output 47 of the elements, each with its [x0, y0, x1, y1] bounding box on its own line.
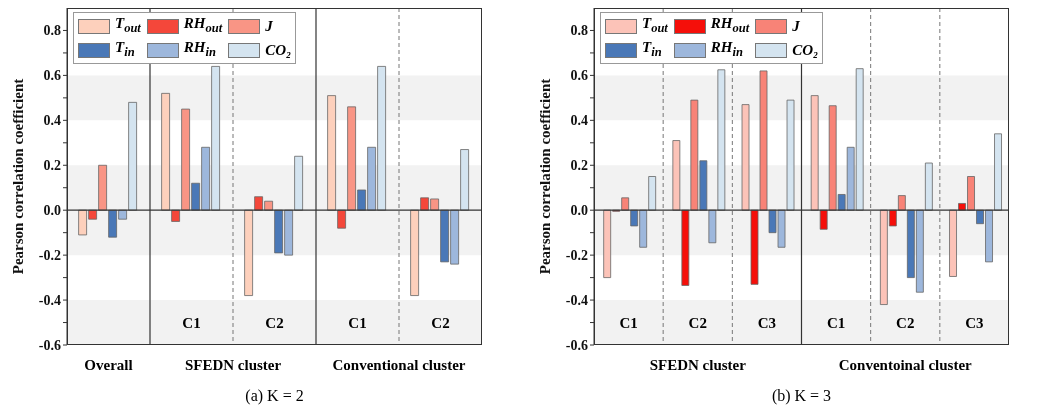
text: Conventoinal cluster [837, 357, 973, 374]
legend-label: T$_{out}$ [115, 15, 141, 37]
y-tick-label: 0.6 [570, 68, 588, 84]
y-tick-label: -0.6 [38, 337, 61, 353]
y-tick-label: 0.8 [570, 23, 588, 39]
y-tick-label: -0.2 [38, 248, 61, 264]
x-tick-label: C2 [895, 315, 916, 332]
y-tick-label: -0.4 [38, 293, 61, 309]
text: Conventional cluster [331, 357, 467, 374]
text: SFEDN cluster [648, 357, 747, 374]
legend-label: RH$_{in}$ [710, 39, 743, 61]
legend-label: RH$_{in}$ [183, 39, 216, 61]
x-tick-label: C2 [430, 315, 451, 332]
x-tick-label: C3 [964, 315, 985, 332]
legend-label: RH$_{out}$ [710, 15, 750, 37]
text: SFEDN cluster [184, 357, 282, 373]
y-tick-label: 0.2 [570, 158, 588, 174]
text: (a) K = 2 [244, 387, 305, 405]
x-tick-label: C3 [756, 315, 778, 332]
legend-label: J [265, 17, 273, 35]
y-tick-label: -0.4 [565, 293, 588, 309]
y-tick-label: 0.4 [570, 113, 588, 129]
x-tick-label: C1 [181, 315, 202, 332]
legend-label: T$_{out}$ [642, 15, 668, 37]
legend-label: T$_{in}$ [642, 39, 662, 61]
y-tick-label: -0.6 [565, 337, 588, 353]
y-tick-label: 0.6 [43, 68, 61, 84]
legend-label: J [792, 17, 800, 35]
y-tick-label: 0.4 [43, 113, 61, 129]
legend-label: CO₂ [792, 41, 819, 59]
x-tick-label: C2 [264, 315, 285, 332]
x-tick-label: C1 [347, 315, 368, 332]
x-tick-label: C2 [687, 315, 708, 332]
y-tick-label: 0.0 [570, 203, 588, 219]
y-tick-label: 0.8 [43, 23, 61, 39]
x-tick-label: C1 [825, 315, 847, 332]
legend-label: RH$_{out}$ [183, 15, 223, 37]
y-tick-label: -0.2 [565, 248, 588, 264]
y-axis-title: Pearson correlation coefficient [10, 78, 27, 275]
legend-label: T$_{in}$ [115, 39, 135, 61]
legend-label: CO₂ [265, 41, 292, 59]
y-tick-label: 0.2 [43, 158, 61, 174]
y-axis-title: Pearson correlation coefficient [537, 78, 554, 275]
text: (b) K = 3 [770, 387, 833, 405]
text: Overall [84, 357, 133, 373]
x-tick-label: C1 [618, 315, 639, 332]
y-tick-label: 0.0 [43, 203, 61, 219]
